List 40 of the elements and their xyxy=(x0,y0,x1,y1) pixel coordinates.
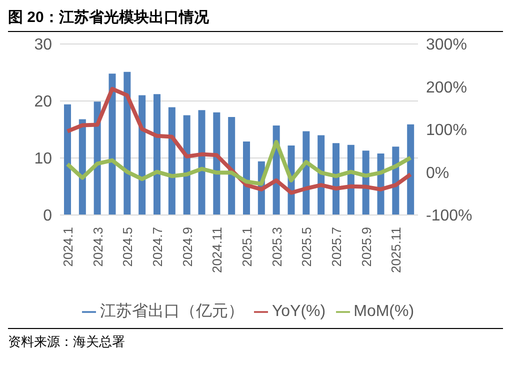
bar xyxy=(138,95,146,215)
y-tick-label: 30 xyxy=(34,36,52,54)
y2-tick-label: 0% xyxy=(426,164,450,182)
bar xyxy=(154,94,160,215)
bar xyxy=(213,112,220,215)
x-tick-label: 2025.1 xyxy=(239,227,254,267)
x-tick-label: 2024.11 xyxy=(210,227,225,274)
y-tick-label: 20 xyxy=(34,94,52,111)
legend-label: 江苏省出口（亿元） xyxy=(100,303,244,320)
y2-tick-label: 100% xyxy=(426,122,467,140)
x-tick-label: 2025.11 xyxy=(388,227,404,274)
bar xyxy=(168,107,176,215)
legend-label: MoM(%) xyxy=(354,303,414,320)
bar xyxy=(407,124,414,215)
bar xyxy=(183,115,190,215)
bar xyxy=(108,74,116,215)
x-tick-label: 2025.9 xyxy=(358,227,374,267)
y2-tick-label: -100% xyxy=(426,208,472,225)
x-tick-label: 2025.3 xyxy=(269,227,284,267)
bar xyxy=(78,119,86,215)
x-tick-label: 2024.3 xyxy=(90,227,106,267)
y-tick-label: 0 xyxy=(43,208,52,225)
y2-tick-label: 300% xyxy=(426,36,467,54)
x-tick-label: 2024.7 xyxy=(150,227,165,267)
bar xyxy=(64,104,71,215)
x-tick-label: 2024.9 xyxy=(180,227,195,267)
line-series xyxy=(65,140,413,186)
line-series xyxy=(65,86,413,195)
bar xyxy=(228,116,236,215)
text: 资料来源：海关总署 xyxy=(8,333,126,351)
x-tick-label: 2024.1 xyxy=(60,227,76,267)
y-tick-label: 10 xyxy=(34,150,52,168)
bar xyxy=(124,72,131,215)
chart-title: 图 20：江苏省光模块出口情况 xyxy=(8,8,503,32)
x-tick-label: 2024.5 xyxy=(120,227,136,267)
y2-tick-label: 200% xyxy=(426,79,467,96)
bar xyxy=(198,110,206,215)
legend-label: YoY(%) xyxy=(272,303,326,320)
x-tick-label: 2025.7 xyxy=(328,227,344,267)
x-tick-label: 2025.5 xyxy=(299,227,314,267)
